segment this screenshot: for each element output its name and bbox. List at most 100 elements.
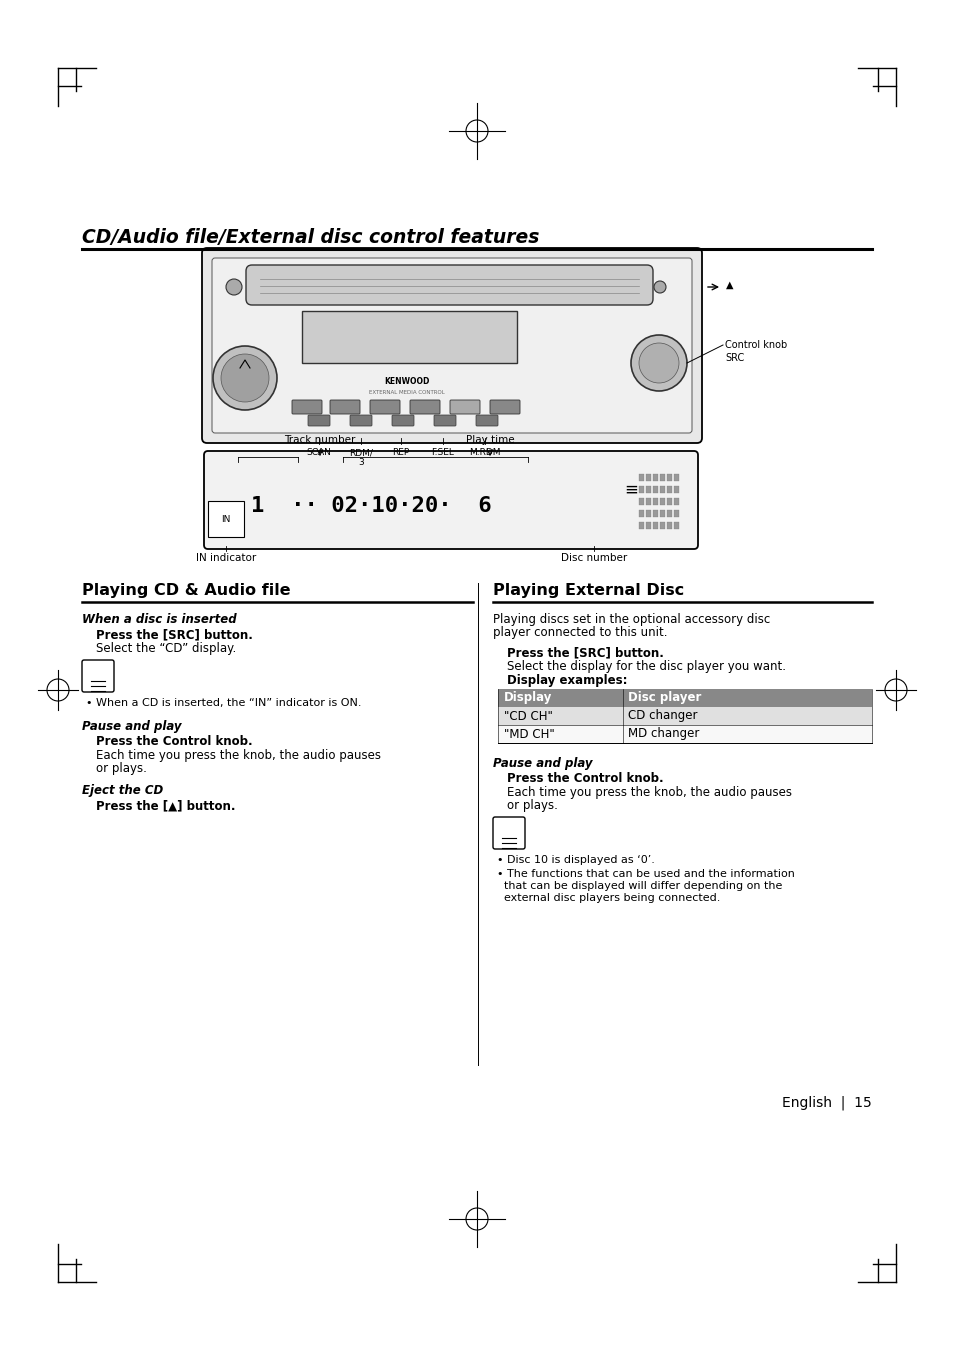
Bar	[673, 474, 679, 481]
Text: ≡: ≡	[623, 481, 638, 500]
FancyBboxPatch shape	[212, 258, 691, 433]
Text: or plays.: or plays.	[506, 799, 558, 811]
FancyBboxPatch shape	[476, 414, 497, 427]
Text: • The functions that can be used and the information: • The functions that can be used and the…	[497, 869, 794, 879]
FancyBboxPatch shape	[350, 414, 372, 427]
Bar	[652, 510, 658, 517]
Text: that can be displayed will differ depending on the: that can be displayed will differ depend…	[503, 882, 781, 891]
Text: 1  ·· 02·10·20·  6: 1 ·· 02·10·20· 6	[251, 495, 491, 516]
Text: external disc players being connected.: external disc players being connected.	[503, 892, 720, 903]
Text: Select the “CD” display.: Select the “CD” display.	[96, 643, 236, 655]
Bar	[645, 486, 650, 493]
Text: Press the [SRC] button.: Press the [SRC] button.	[506, 647, 663, 659]
Bar	[673, 498, 679, 505]
Bar	[673, 486, 679, 493]
Text: Pause and play: Pause and play	[82, 720, 181, 733]
Bar	[639, 498, 643, 505]
Bar	[639, 510, 643, 517]
Text: • When a CD is inserted, the “IN” indicator is ON.: • When a CD is inserted, the “IN” indica…	[86, 698, 361, 707]
Text: SCAN: SCAN	[306, 448, 331, 458]
Text: KENWOOD: KENWOOD	[384, 377, 429, 386]
FancyBboxPatch shape	[450, 400, 479, 414]
Bar	[645, 498, 650, 505]
Text: "MD CH": "MD CH"	[503, 728, 554, 741]
FancyBboxPatch shape	[204, 451, 698, 549]
Circle shape	[226, 279, 242, 296]
FancyBboxPatch shape	[392, 414, 414, 427]
Text: "CD CH": "CD CH"	[503, 710, 553, 722]
Text: Each time you press the knob, the audio pauses: Each time you press the knob, the audio …	[96, 749, 380, 761]
FancyBboxPatch shape	[370, 400, 399, 414]
Text: Play time: Play time	[465, 435, 514, 446]
FancyBboxPatch shape	[82, 660, 113, 693]
Text: F.SEL: F.SEL	[431, 448, 454, 458]
Bar	[666, 522, 671, 529]
Text: English  |  15: English | 15	[781, 1095, 871, 1110]
FancyBboxPatch shape	[490, 400, 519, 414]
Text: Press the [SRC] button.: Press the [SRC] button.	[96, 628, 253, 641]
Bar	[497, 707, 871, 725]
Bar	[645, 522, 650, 529]
Bar	[659, 498, 664, 505]
FancyBboxPatch shape	[246, 265, 652, 305]
Text: Each time you press the knob, the audio pauses: Each time you press the knob, the audio …	[506, 786, 791, 799]
Bar	[652, 498, 658, 505]
Bar	[666, 474, 671, 481]
Bar	[497, 688, 871, 707]
Text: Press the Control knob.: Press the Control knob.	[506, 772, 663, 784]
Text: ▲: ▲	[725, 279, 733, 290]
Bar	[666, 510, 671, 517]
Bar	[659, 486, 664, 493]
Text: SRC: SRC	[724, 352, 743, 363]
Bar	[639, 486, 643, 493]
FancyBboxPatch shape	[292, 400, 322, 414]
Bar	[666, 498, 671, 505]
FancyBboxPatch shape	[202, 248, 701, 443]
Text: player connected to this unit.: player connected to this unit.	[493, 626, 667, 639]
Text: IN indicator: IN indicator	[195, 554, 255, 563]
Bar	[645, 510, 650, 517]
Text: Pause and play: Pause and play	[493, 757, 592, 769]
Text: Track number: Track number	[284, 435, 355, 446]
Text: Disc player: Disc player	[627, 691, 700, 705]
Text: • Disc 10 is displayed as ‘0’.: • Disc 10 is displayed as ‘0’.	[497, 855, 654, 865]
Bar	[639, 474, 643, 481]
Text: RDM/
3: RDM/ 3	[349, 448, 373, 467]
Bar	[302, 310, 517, 363]
Circle shape	[654, 281, 665, 293]
Circle shape	[630, 335, 686, 392]
Text: Press the [▲] button.: Press the [▲] button.	[96, 799, 235, 811]
Circle shape	[213, 346, 276, 410]
FancyBboxPatch shape	[330, 400, 359, 414]
Bar	[659, 510, 664, 517]
FancyBboxPatch shape	[308, 414, 330, 427]
FancyBboxPatch shape	[410, 400, 439, 414]
Bar	[497, 725, 871, 743]
Text: REP: REP	[392, 448, 409, 458]
Bar	[666, 486, 671, 493]
Text: Playing CD & Audio file: Playing CD & Audio file	[82, 583, 291, 598]
Bar	[673, 522, 679, 529]
Text: When a disc is inserted: When a disc is inserted	[82, 613, 236, 626]
Bar	[639, 522, 643, 529]
Text: IN: IN	[221, 514, 231, 524]
Bar	[652, 522, 658, 529]
Circle shape	[221, 354, 269, 402]
Text: Display: Display	[503, 691, 552, 705]
Text: Playing discs set in the optional accessory disc: Playing discs set in the optional access…	[493, 613, 769, 626]
Text: Select the display for the disc player you want.: Select the display for the disc player y…	[506, 660, 785, 674]
Text: Control knob: Control knob	[724, 340, 786, 350]
FancyBboxPatch shape	[434, 414, 456, 427]
Text: Eject the CD: Eject the CD	[82, 784, 163, 796]
Text: CD/Audio file/External disc control features: CD/Audio file/External disc control feat…	[82, 228, 538, 247]
Text: Display examples:: Display examples:	[506, 674, 627, 687]
Circle shape	[639, 343, 679, 383]
Text: Disc number: Disc number	[560, 554, 626, 563]
Text: M.RDM: M.RDM	[469, 448, 500, 458]
Text: or plays.: or plays.	[96, 761, 147, 775]
Bar	[659, 522, 664, 529]
Bar	[659, 474, 664, 481]
Text: MD changer: MD changer	[627, 728, 699, 741]
Text: Press the Control knob.: Press the Control knob.	[96, 734, 253, 748]
Bar	[645, 474, 650, 481]
